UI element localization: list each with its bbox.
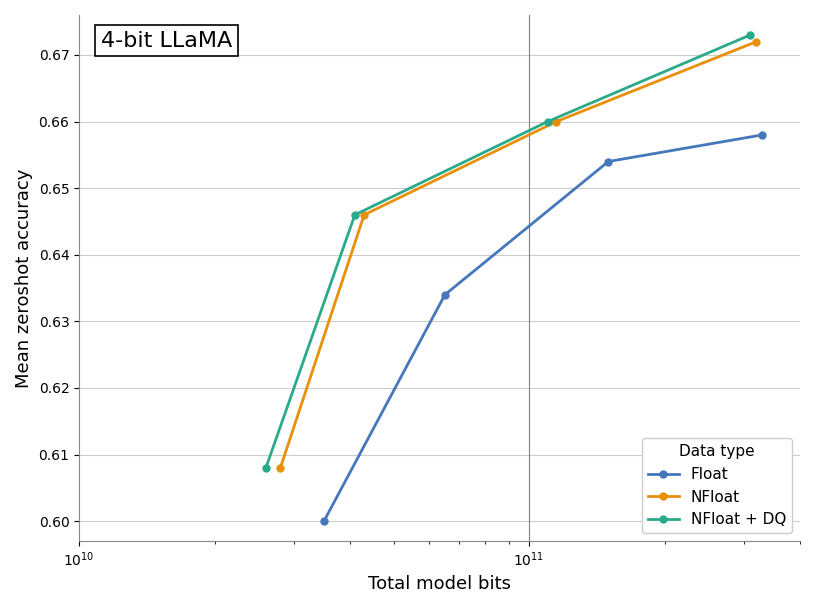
X-axis label: Total model bits: Total model bits bbox=[368, 575, 511, 593]
Line: NFloat + DQ: NFloat + DQ bbox=[262, 32, 754, 471]
NFloat + DQ bbox=[543, 118, 553, 125]
NFloat + DQ bbox=[745, 32, 755, 39]
NFloat bbox=[751, 38, 761, 45]
Float bbox=[440, 291, 450, 299]
Float bbox=[319, 517, 328, 525]
NFloat + DQ bbox=[261, 465, 271, 472]
Line: Float: Float bbox=[320, 131, 766, 525]
Line: NFloat: NFloat bbox=[277, 38, 760, 471]
NFloat bbox=[552, 118, 562, 125]
Text: 4-bit LLaMA: 4-bit LLaMA bbox=[101, 31, 232, 51]
NFloat + DQ bbox=[350, 211, 359, 218]
NFloat bbox=[275, 465, 285, 472]
Legend: Float, NFloat, NFloat + DQ: Float, NFloat, NFloat + DQ bbox=[642, 438, 792, 533]
Float bbox=[603, 158, 613, 165]
Float bbox=[757, 131, 767, 139]
NFloat bbox=[359, 211, 369, 218]
Y-axis label: Mean zeroshot accuracy: Mean zeroshot accuracy bbox=[15, 168, 33, 388]
